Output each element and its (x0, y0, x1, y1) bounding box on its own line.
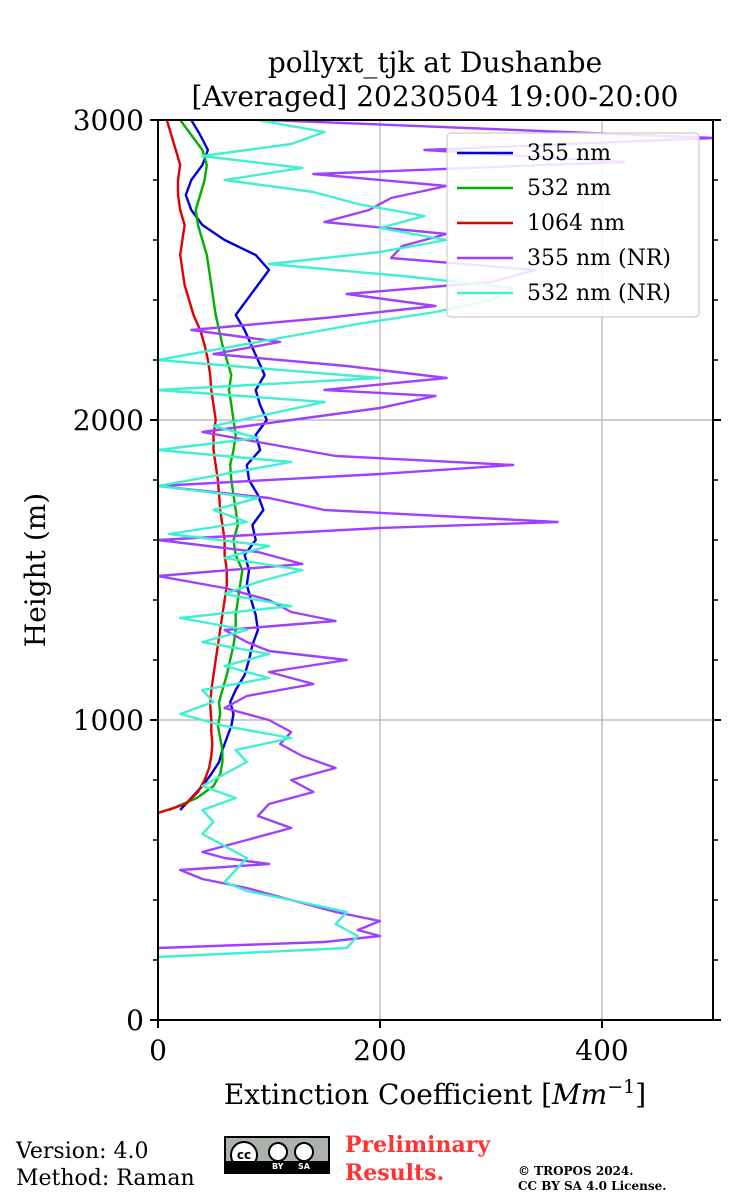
chart-title-line1: pollyxt_tjk at Dushanbe (268, 46, 602, 79)
axis-ticks: 0 200 400 0 1000 2000 3000 (73, 104, 721, 1067)
by-label: BY (272, 1162, 284, 1171)
x-tick-label-1: 200 (353, 1034, 406, 1067)
cc-license-badge: cc BY SA (224, 1136, 330, 1174)
y-tick-label-2: 2000 (73, 404, 144, 437)
cc-strip (226, 1161, 328, 1172)
y-axis-label: Height (m) (19, 493, 52, 647)
x-axis-label: Extinction Coefficient [Mm−1] (224, 1076, 646, 1111)
footer-meta: Version: 4.0 Method: Raman (16, 1138, 195, 1192)
legend-label-4: 532 nm (NR) (527, 281, 671, 306)
preliminary-line1: Preliminary (345, 1132, 491, 1158)
legend-box (446, 132, 700, 318)
x-axis-label-text: Extinction Coefficient (224, 1078, 541, 1111)
x-tick-label-0: 0 (149, 1034, 167, 1067)
sa-label: SA (298, 1162, 310, 1171)
legend-label-0: 355 nm (527, 141, 611, 166)
copyright-notice: © TROPOS 2024. CC BY SA 4.0 License. (518, 1164, 666, 1194)
legend-label-3: 355 nm (NR) (527, 246, 671, 271)
preliminary-line2: Results. (345, 1160, 445, 1186)
legend-label-2: 1064 nm (527, 211, 625, 236)
version-text: Version: 4.0 (16, 1139, 149, 1164)
preliminary-notice: Preliminary Results. (345, 1131, 490, 1187)
series-line-4 (158, 120, 515, 959)
legend: 355 nm 532 nm 1064 nm 355 nm (NR) 532 nm (NR… (446, 132, 700, 318)
series-line-1 (168, 120, 244, 812)
plot-frame (157, 119, 714, 1021)
x-axis-label-unit-exp: −1 (607, 1076, 635, 1098)
copyright-line1: © TROPOS 2024. (518, 1164, 634, 1178)
x-axis-label-unit: Mm (551, 1078, 607, 1111)
y-tick-label-0: 0 (126, 1004, 144, 1037)
chart-title-line2: [Averaged] 20230504 19:00-20:00 (192, 80, 679, 113)
sa-icon (294, 1142, 314, 1162)
copyright-line2: CC BY SA 4.0 License. (518, 1179, 667, 1193)
method-text: Method: Raman (16, 1166, 195, 1191)
series-line-2 (158, 120, 229, 815)
y-tick-label-3: 3000 (73, 104, 144, 137)
extinction-profile-chart: pollyxt_tjk at Dushanbe [Averaged] 20230… (19, 46, 721, 1111)
series-line-0 (179, 120, 271, 811)
x-axis-label-bracket-open: [ (541, 1078, 552, 1111)
x-axis-label-bracket-close: ] (635, 1078, 646, 1111)
legend-label-1: 532 nm (527, 176, 611, 201)
x-tick-label-2: 400 (575, 1034, 628, 1067)
by-icon (268, 1142, 288, 1162)
y-tick-label-1: 1000 (73, 704, 144, 737)
